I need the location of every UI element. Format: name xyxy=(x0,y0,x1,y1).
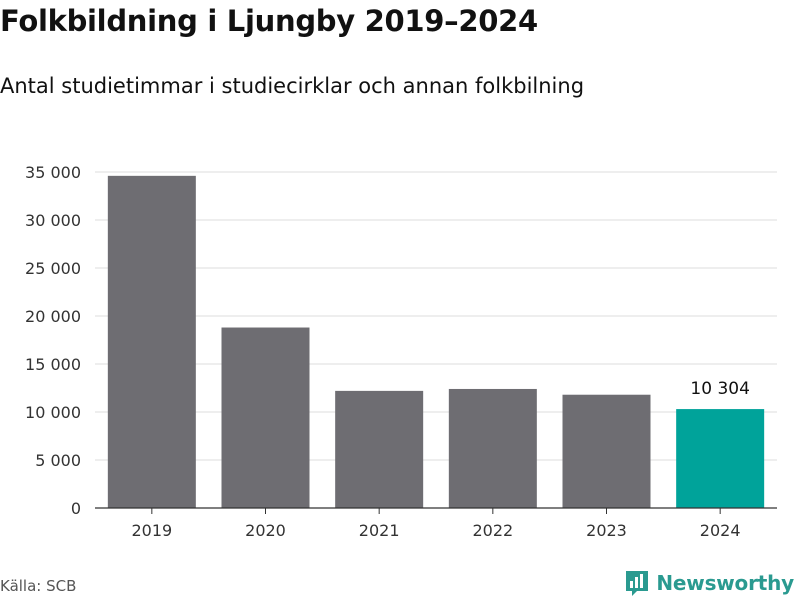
y-tick-label: 0 xyxy=(71,499,81,518)
newsworthy-logo-icon xyxy=(626,571,649,596)
chart-title: Folkbildning i Ljungby 2019–2024 xyxy=(0,4,538,38)
bar xyxy=(221,327,310,508)
x-tick-label: 2022 xyxy=(472,521,513,540)
x-tick-label: 2019 xyxy=(131,521,172,540)
x-tick-label: 2023 xyxy=(586,521,627,540)
y-tick-label: 15 000 xyxy=(25,355,81,374)
bar xyxy=(676,409,765,508)
x-tick-label: 2021 xyxy=(359,521,400,540)
bar xyxy=(107,175,196,508)
brand-logo: Newsworthy xyxy=(624,569,794,597)
bar xyxy=(335,390,424,508)
y-tick-label: 25 000 xyxy=(25,259,81,278)
y-tick-label: 30 000 xyxy=(25,211,81,230)
source-note: Källa: SCB xyxy=(0,577,77,595)
bar xyxy=(562,394,651,508)
x-tick-label: 2020 xyxy=(245,521,286,540)
data-label: 10 304 xyxy=(690,379,749,399)
y-tick-label: 20 000 xyxy=(25,307,81,326)
y-tick-label: 35 000 xyxy=(25,163,81,182)
y-tick-label: 10 000 xyxy=(25,403,81,422)
x-tick-label: 2024 xyxy=(700,521,741,540)
y-tick-label: 5 000 xyxy=(35,451,81,470)
bar xyxy=(448,388,537,508)
chart-subtitle: Antal studietimmar i studiecirklar och a… xyxy=(0,74,585,98)
brand-name: Newsworthy xyxy=(656,571,794,595)
